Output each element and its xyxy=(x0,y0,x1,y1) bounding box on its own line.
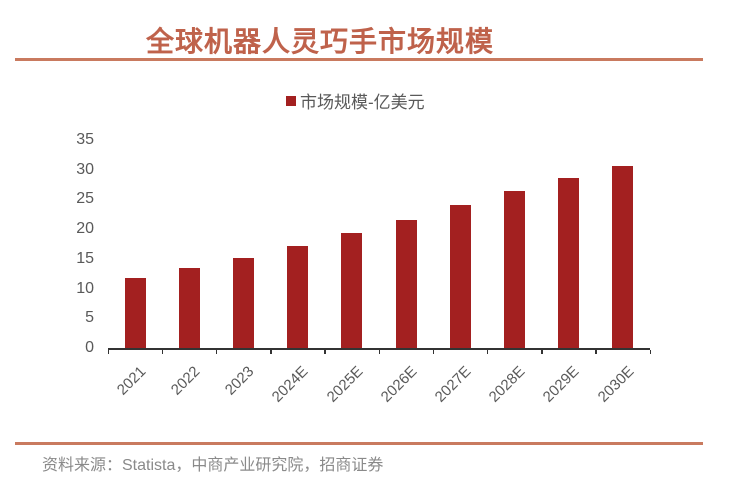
chart-legend: 市场规模-亿美元 xyxy=(286,88,425,113)
bar-2029E xyxy=(558,178,580,348)
x-axis-label-2022: 2022 xyxy=(167,363,204,399)
bar-2025E xyxy=(341,232,363,348)
x-axis-label-2023: 2023 xyxy=(221,363,258,399)
x-axis-tick xyxy=(432,350,435,354)
source-divider-line xyxy=(15,442,703,445)
y-axis-tick-label: 35 xyxy=(76,131,94,148)
x-axis-label-2030E: 2030E xyxy=(594,363,637,406)
bar-2021 xyxy=(124,277,146,348)
legend-series-label: 市场规模-亿美元 xyxy=(300,93,425,112)
bar-2027E xyxy=(449,205,471,348)
title-divider-line xyxy=(15,58,703,61)
x-axis-line xyxy=(108,348,650,350)
x-axis-tick xyxy=(324,350,326,354)
y-axis-tick-label: 0 xyxy=(85,339,94,356)
y-axis-tick-label: 15 xyxy=(76,249,94,267)
x-axis-tick xyxy=(161,350,164,354)
x-axis-label-2024E: 2024E xyxy=(269,363,312,406)
x-axis-tick xyxy=(486,350,489,354)
bar-2022 xyxy=(178,268,200,348)
bar-2028E xyxy=(504,191,525,348)
x-axis-tick xyxy=(215,350,218,354)
x-axis-tick xyxy=(595,350,597,354)
bar-2024E xyxy=(287,245,309,348)
x-axis-tick xyxy=(649,350,651,354)
bar-2023 xyxy=(233,258,254,348)
chart-title: 全球机器人灵巧手市场规模 xyxy=(145,25,494,58)
x-axis-label-2021: 2021 xyxy=(113,363,150,399)
x-axis-tick xyxy=(378,350,380,354)
x-axis-label-2027E: 2027E xyxy=(431,363,475,406)
x-axis-label-2028E: 2028E xyxy=(485,363,529,406)
x-axis-tick xyxy=(270,350,272,354)
y-axis-tick-label: 10 xyxy=(76,279,94,297)
y-axis-tick-label: 30 xyxy=(76,160,94,178)
x-axis-label-2026E: 2026E xyxy=(377,363,421,406)
y-axis-tick-label: 25 xyxy=(76,190,94,208)
source-note: 资料来源：Statista，中商产业研究院，招商证券 xyxy=(42,457,384,474)
x-axis-tick xyxy=(107,350,109,354)
x-axis-tick xyxy=(541,350,543,354)
bar-2030E xyxy=(612,165,634,348)
legend-swatch-icon xyxy=(286,96,296,106)
x-axis-label-2025E: 2025E xyxy=(323,363,366,406)
bar-2026E xyxy=(395,219,417,348)
y-axis-tick-label: 20 xyxy=(76,220,94,238)
x-axis-label-2029E: 2029E xyxy=(540,363,583,406)
y-axis-tick-label: 5 xyxy=(85,309,94,327)
